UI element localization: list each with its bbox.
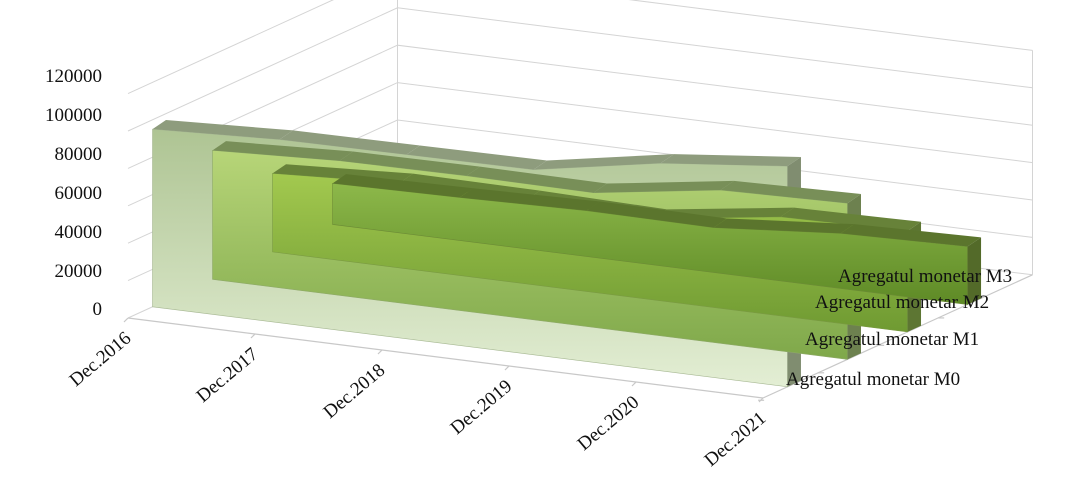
- area-top-segment: [533, 154, 674, 170]
- x-tick-label: Dec.2019: [447, 376, 517, 439]
- area-side-face: [967, 237, 982, 305]
- y-tick-label: 40000: [55, 222, 103, 243]
- series-label: Agregatul monetar M2: [815, 292, 989, 313]
- area-top-segment: [840, 224, 982, 247]
- axes: [123, 274, 1033, 403]
- series-0: [332, 174, 982, 305]
- x-tick-mark: [377, 349, 383, 355]
- area-top-segment: [332, 174, 474, 198]
- area-top-segment: [586, 201, 728, 228]
- area-top-segment: [212, 141, 353, 161]
- y-tick-label: 20000: [55, 261, 103, 282]
- y-tick-label: 100000: [45, 105, 102, 126]
- area-top-segment: [459, 188, 601, 211]
- y-tick-label: 0: [93, 299, 103, 320]
- gridline: [127, 0, 1033, 95]
- x-axis-line: [127, 317, 764, 399]
- area-top-segment: [720, 180, 861, 204]
- series-label: Agregatul monetar M3: [838, 266, 1012, 287]
- y-tick-label: 80000: [55, 144, 103, 165]
- depth-axis-line: [762, 274, 1033, 399]
- series-label: Agregatul monetar M1: [805, 329, 979, 350]
- x-tick-label: Dec.2018: [320, 360, 390, 423]
- y-tick-label: 60000: [55, 183, 103, 204]
- x-tick-label: Dec.2017: [193, 344, 263, 407]
- area-top-segment: [152, 119, 293, 140]
- series-layer: [152, 119, 982, 388]
- area-top-segment: [780, 207, 922, 231]
- area-top-segment: [406, 145, 547, 170]
- x-tick-label: Dec.2020: [574, 392, 644, 455]
- x-tick-mark: [504, 365, 510, 371]
- x-tick-label: Dec.2021: [701, 408, 771, 471]
- x-tick-mark: [250, 333, 256, 339]
- area-top-segment: [593, 180, 734, 193]
- x-tick-mark: [123, 317, 129, 323]
- area-top-segment: [279, 130, 420, 155]
- area-top-segment: [713, 218, 855, 234]
- area-top-segment: [660, 154, 801, 167]
- y-tick-label: 120000: [45, 66, 102, 87]
- x-tick-label: Dec.2016: [66, 328, 136, 391]
- area-top-segment: [339, 151, 480, 176]
- gridline: [127, 7, 1033, 132]
- x-tick-mark: [631, 381, 637, 387]
- series-label: Agregatul monetar M0: [786, 369, 960, 390]
- area-top-segment: [466, 166, 607, 193]
